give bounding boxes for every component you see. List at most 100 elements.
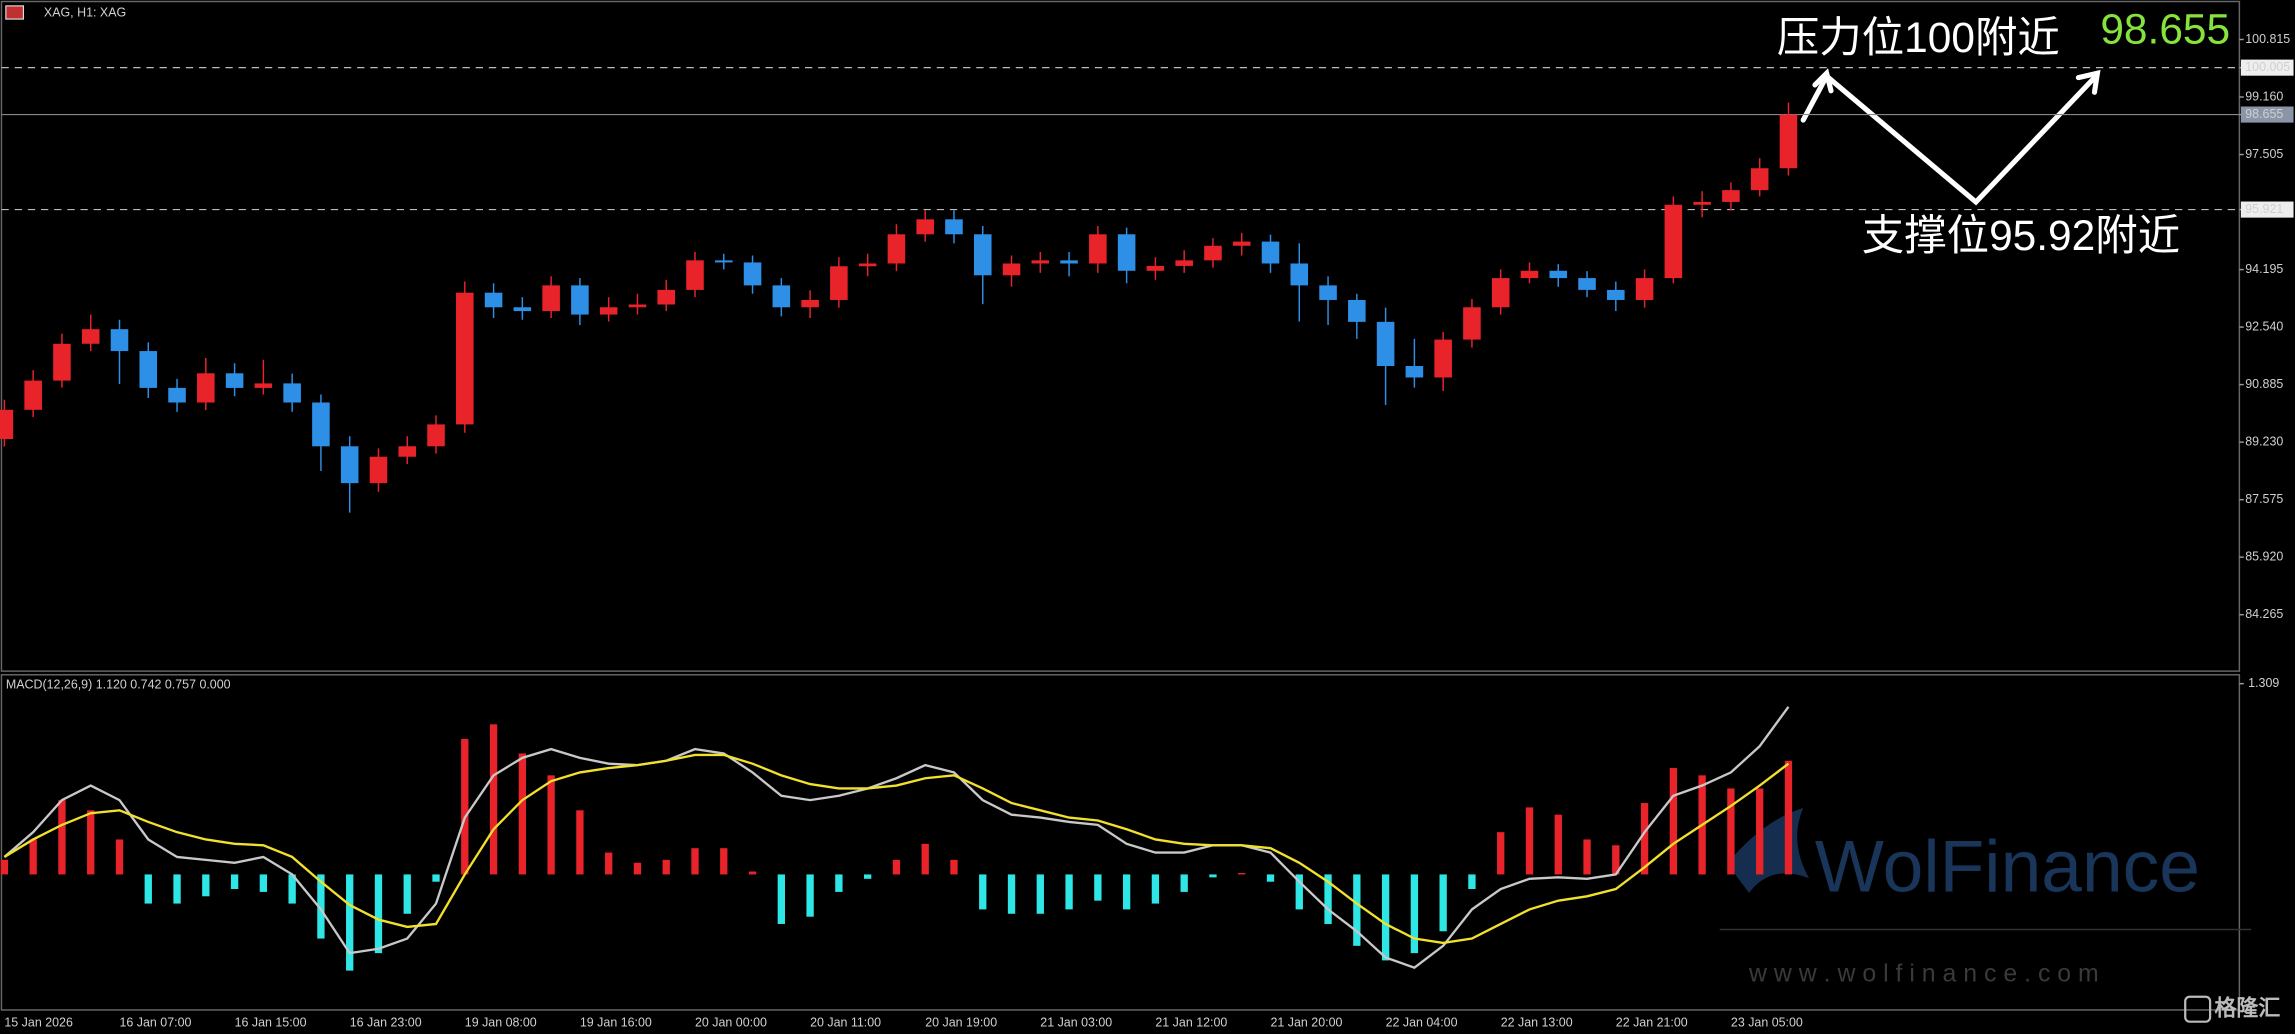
- arrows: [1800, 68, 2101, 206]
- macd-histogram-bar: [432, 874, 440, 882]
- x-tick-label: 16 Jan 15:00: [235, 1015, 307, 1029]
- y-tick-label: 85.920: [2245, 549, 2283, 563]
- macd-histogram-bar: [1065, 874, 1073, 910]
- candle-body: [484, 292, 503, 308]
- candle-body: [225, 373, 244, 388]
- macd-histogram-bar: [0, 859, 9, 875]
- logo-text: 格隆汇: [2214, 996, 2280, 1021]
- macd-histogram-bar: [1324, 874, 1332, 924]
- candle-body: [1607, 289, 1625, 300]
- candle-body: [973, 234, 992, 276]
- candle-body: [657, 289, 676, 305]
- macd-histogram-bar: [1612, 845, 1620, 875]
- macd-histogram-bar: [547, 775, 555, 875]
- candle-body: [801, 299, 819, 308]
- macd-histogram-bar: [1122, 874, 1131, 910]
- macd-histogram-bar: [863, 874, 872, 879]
- arrow-head: [2075, 69, 2101, 95]
- y-tick-label: 1.309: [2248, 676, 2279, 690]
- x-tick-label: 19 Jan 16:00: [580, 1015, 652, 1029]
- x-tick-label: 22 Jan 13:00: [1501, 1015, 1573, 1029]
- macd-histogram-bar: [1381, 874, 1390, 961]
- macd-histogram-bar: [1468, 874, 1476, 890]
- candle-body: [1722, 190, 1740, 202]
- candle-body: [110, 329, 129, 352]
- macd-histogram-bar: [1180, 874, 1188, 892]
- macd-histogram-bar: [806, 874, 814, 917]
- candle-body: [1089, 234, 1107, 264]
- macd-histogram-bar: [1554, 814, 1562, 875]
- candle-body: [858, 263, 877, 267]
- x-tick-label: 20 Jan 11:00: [810, 1015, 881, 1029]
- macd-histogram-bar: [1784, 760, 1793, 875]
- candle-body: [1405, 366, 1424, 378]
- macd-histogram-bar: [346, 874, 354, 971]
- candle-body: [743, 262, 762, 286]
- macd-histogram-bar: [979, 874, 987, 910]
- candle-body: [1232, 241, 1251, 246]
- macd-histogram-bar: [29, 839, 37, 875]
- candle-body: [1549, 270, 1568, 279]
- x-tick-label: 15 Jan 2026: [4, 1015, 73, 1029]
- candle-body: [1002, 263, 1021, 276]
- candle-body: [1261, 241, 1280, 264]
- candle-body: [427, 424, 445, 447]
- candle-body: [571, 285, 589, 315]
- macd-histogram-bar: [259, 874, 268, 892]
- macd-histogram-bar: [1036, 874, 1044, 914]
- macd-histogram-bar: [1669, 768, 1678, 875]
- macd-histogram-bar: [115, 839, 124, 875]
- y-tick-label: 84.265: [2245, 607, 2283, 621]
- candle-body: [1491, 278, 1510, 308]
- x-tick-label: 16 Jan 23:00: [350, 1015, 422, 1029]
- candle-body: [24, 380, 42, 410]
- x-tick-label: 21 Jan 03:00: [1040, 1015, 1112, 1029]
- candle-body: [1434, 339, 1452, 378]
- candle-body: [628, 304, 647, 308]
- x-tick-label: 23 Jan 05:00: [1731, 1015, 1803, 1029]
- candle-body: [197, 373, 215, 403]
- y-tick-label: 98.655: [2245, 107, 2283, 121]
- macd-histogram-bar: [1295, 874, 1303, 910]
- macd-histogram-bar: [202, 874, 210, 897]
- tick-box: [2240, 201, 2294, 218]
- y-tick-label: 94.195: [2245, 262, 2283, 276]
- macd-histogram-bar: [892, 859, 901, 875]
- candle-body: [1175, 260, 1193, 266]
- macd-histogram-bar: [288, 874, 296, 904]
- macd-histogram-bar: [317, 874, 325, 939]
- macd-histogram-bar: [950, 859, 958, 875]
- candle-body: [340, 446, 359, 484]
- macd-histogram-bar: [1007, 874, 1016, 914]
- macd-line: [3, 753, 1790, 945]
- macd-histogram-bar: [58, 800, 66, 875]
- candle-body: [53, 343, 71, 381]
- candle-body: [1750, 168, 1769, 191]
- candle-body: [1290, 263, 1309, 286]
- y-tick-label: 99.160: [2245, 89, 2283, 103]
- macd-histogram-bar: [173, 874, 181, 904]
- arrow-head: [1812, 68, 1834, 94]
- macd-histogram-bar: [1266, 874, 1275, 882]
- candle-body: [830, 266, 848, 300]
- candle-body: [714, 260, 733, 263]
- candle-body: [398, 446, 417, 457]
- candle-body: [283, 383, 301, 403]
- y-tick-label: 92.540: [2245, 319, 2283, 333]
- macd-histogram-bar: [1151, 874, 1160, 904]
- macd-histogram-bar: [605, 852, 613, 875]
- candle-body: [772, 285, 791, 308]
- macd-histogram-bar: [144, 874, 152, 904]
- macd-histogram-bar: [489, 724, 498, 875]
- tick-box: [2240, 106, 2294, 123]
- y-tick-label: 89.230: [2245, 434, 2283, 448]
- macd-histogram-bar: [1525, 807, 1534, 875]
- macd-line: [3, 706, 1790, 970]
- candle-body: [1376, 321, 1395, 367]
- x-tick-label: 20 Jan 19:00: [925, 1015, 997, 1029]
- arrow-path: [1800, 72, 2099, 206]
- candle-body: [599, 307, 618, 315]
- candle-body: [1578, 278, 1596, 290]
- macd-histogram-bar: [1238, 872, 1246, 875]
